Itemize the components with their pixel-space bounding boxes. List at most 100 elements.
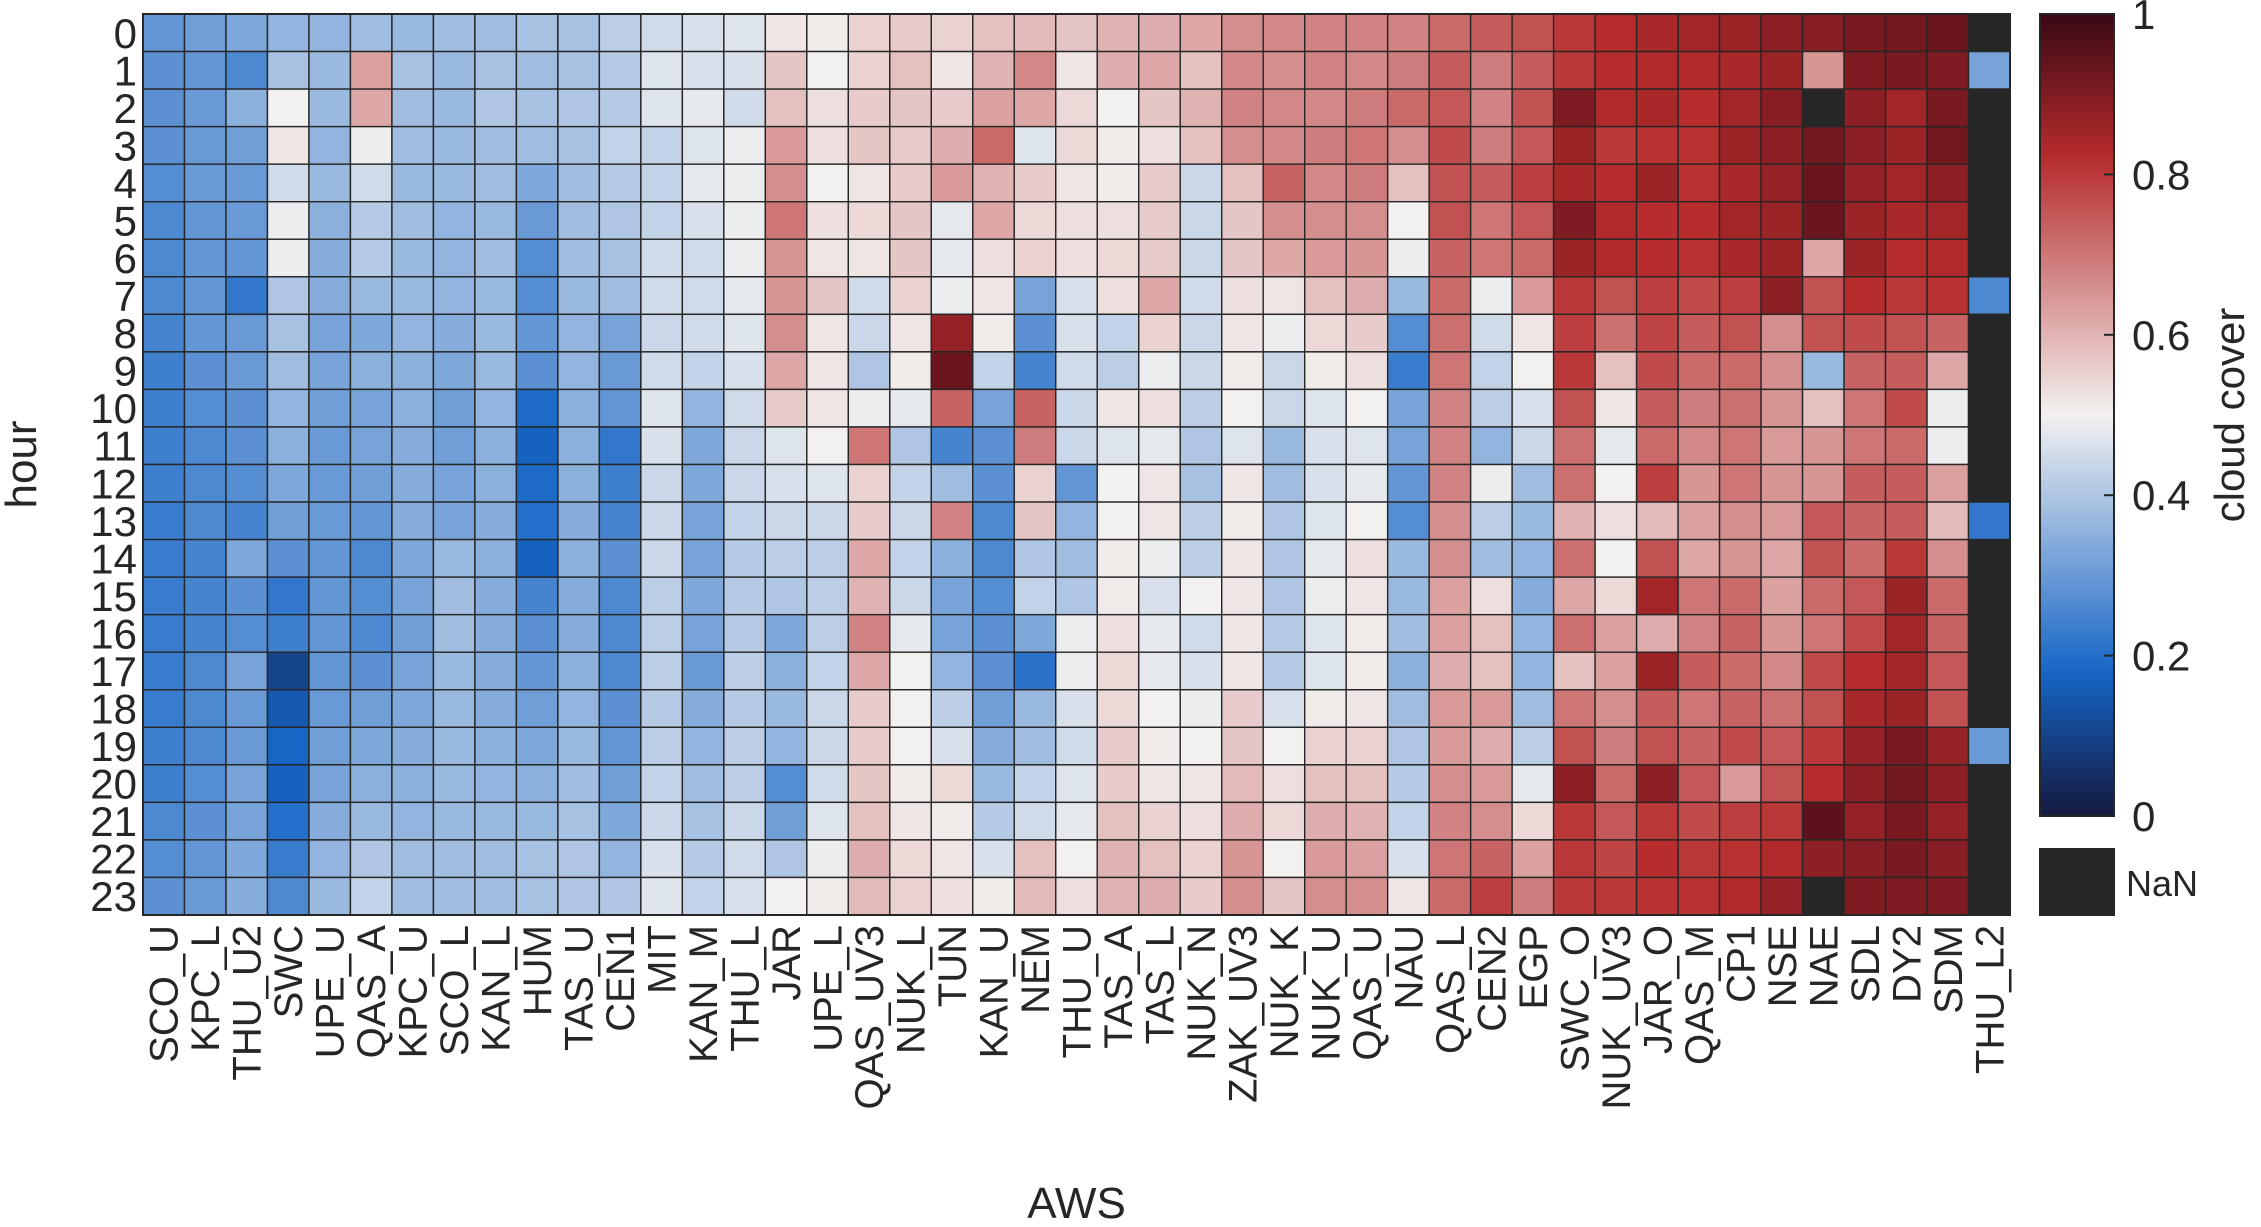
heatmap-cell: [1221, 576, 1264, 616]
heatmap-cell: [1428, 463, 1472, 503]
heatmap-cell: [1594, 125, 1638, 165]
heatmap-cell: [1179, 613, 1223, 653]
heatmap-cell: [1801, 876, 1845, 916]
heatmap-cell: [889, 388, 932, 428]
heatmap-cell: [1096, 88, 1140, 128]
heatmap-cell: [308, 839, 352, 879]
heatmap-cell: [1469, 388, 1513, 428]
heatmap-cell: [598, 388, 642, 428]
heatmap-cell: [1179, 163, 1223, 203]
heatmap-cell: [930, 313, 974, 353]
heatmap-cell: [391, 426, 435, 466]
heatmap-cell: [1221, 839, 1264, 879]
heatmap-cell: [1055, 538, 1098, 578]
heatmap-cell: [225, 651, 269, 691]
heatmap-cell: [1138, 726, 1181, 766]
heatmap-cell: [1760, 201, 1804, 240]
heatmap-cell: [142, 726, 186, 766]
heatmap-cell: [1179, 839, 1223, 879]
heatmap-cell: [1303, 651, 1347, 691]
heatmap-cell: [640, 538, 684, 578]
heatmap-cell: [391, 801, 435, 841]
heatmap-cell: [1967, 876, 2011, 916]
heatmap-cell: [1760, 651, 1804, 691]
heatmap-cell: [1552, 651, 1596, 691]
heatmap-cell: [1635, 764, 1679, 804]
heatmap-cell: [1179, 463, 1223, 503]
heatmap-cell: [474, 463, 518, 503]
heatmap-cell: [349, 839, 393, 879]
heatmap-cell: [1718, 88, 1762, 128]
heatmap-cell: [1801, 501, 1845, 541]
heatmap-cell: [1138, 426, 1181, 466]
heatmap-cell: [557, 276, 601, 316]
heatmap-cell: [1303, 351, 1347, 391]
heatmap-cell: [515, 313, 559, 353]
heatmap-cell: [1511, 351, 1555, 391]
heatmap-cell: [391, 351, 435, 391]
heatmap-cell: [1055, 501, 1098, 541]
heatmap-cell: [1967, 726, 2011, 766]
heatmap-cell: [889, 576, 932, 616]
heatmap-cell: [1511, 88, 1555, 128]
heatmap-cell: [1221, 276, 1264, 316]
heatmap-cell: [806, 538, 850, 578]
heatmap-cell: [1345, 613, 1389, 653]
column-tick-label: NUK_U: [1304, 925, 1348, 1061]
heatmap-cell: [681, 764, 725, 804]
heatmap-cell: [1013, 576, 1057, 616]
heatmap-cell: [1303, 689, 1347, 728]
heatmap-cell: [474, 613, 518, 653]
heatmap-cell: [1138, 163, 1181, 203]
heatmap-cell: [1386, 238, 1430, 278]
heatmap-cell: [806, 689, 850, 728]
heatmap-cell: [1801, 238, 1845, 278]
heatmap-cell: [474, 689, 518, 728]
heatmap-cell: [681, 125, 725, 165]
heatmap-cell: [1843, 13, 1887, 53]
heatmap-cell: [1760, 689, 1804, 728]
heatmap-cell: [1926, 764, 1970, 804]
heatmap-cell: [1013, 839, 1057, 879]
heatmap-cell: [1677, 388, 1721, 428]
heatmap-cell: [1179, 313, 1223, 353]
heatmap-cell: [1179, 651, 1223, 691]
row-tick-label: 1: [114, 47, 137, 94]
heatmap-cell: [349, 463, 393, 503]
heatmap-cell: [1511, 839, 1555, 879]
heatmap-cell: [225, 426, 269, 466]
heatmap-cell: [1303, 426, 1347, 466]
heatmap-cell: [183, 463, 227, 503]
heatmap-cell: [640, 839, 684, 879]
heatmap-cell: [972, 726, 1015, 766]
heatmap-cell: [557, 351, 601, 391]
heatmap-cell: [308, 726, 352, 766]
heatmap-cell: [515, 764, 559, 804]
heatmap-cell: [349, 876, 393, 916]
row-tick-label: 19: [90, 723, 137, 770]
heatmap-cell: [1386, 88, 1430, 128]
heatmap-cell: [515, 538, 559, 578]
heatmap-cell: [474, 388, 518, 428]
heatmap-cell: [1843, 238, 1887, 278]
heatmap-cell: [1884, 876, 1928, 916]
heatmap-cell: [723, 764, 767, 804]
heatmap-cell: [1386, 163, 1430, 203]
heatmap-cell: [349, 313, 393, 353]
heatmap-cell: [598, 238, 642, 278]
heatmap-cell: [1055, 463, 1098, 503]
heatmap-cell: [142, 388, 186, 428]
heatmap-cell: [225, 388, 269, 428]
heatmap-cell: [847, 726, 891, 766]
heatmap-cell: [1262, 839, 1306, 879]
heatmap-cell: [1884, 538, 1928, 578]
heatmap-cell: [557, 801, 601, 841]
heatmap-cell: [474, 88, 518, 128]
heatmap-cell: [806, 313, 850, 353]
heatmap-cell: [1221, 501, 1264, 541]
heatmap-cell: [1469, 651, 1513, 691]
heatmap-cell: [142, 651, 186, 691]
heatmap-cell: [432, 726, 476, 766]
heatmap-cell: [183, 839, 227, 879]
heatmap-cell: [764, 876, 808, 916]
